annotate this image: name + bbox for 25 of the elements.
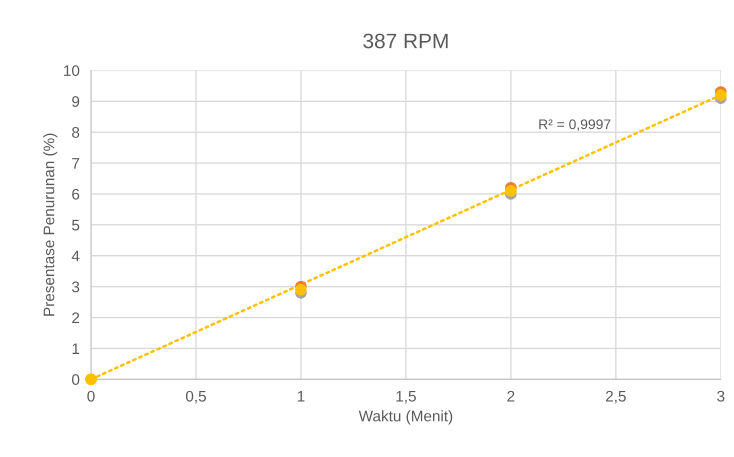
x-tick-label: 1,5 xyxy=(396,390,416,404)
point xyxy=(295,284,307,296)
x-tick-label: 0,5 xyxy=(186,390,206,404)
y-tick-label: 0 xyxy=(72,374,80,385)
chart-title: 387 RPM xyxy=(363,34,448,48)
y-tick-label: 1 xyxy=(72,343,80,354)
x-tick-label: 3 xyxy=(717,390,724,402)
y-tick-label: 4 xyxy=(72,250,80,262)
y-tick-label: 10 xyxy=(64,65,80,76)
x-tick-label: 2 xyxy=(507,390,514,402)
x-tick-label: 1 xyxy=(298,390,304,402)
y-tick-label: 6 xyxy=(72,188,80,200)
y-tick-label: 3 xyxy=(72,282,80,292)
point xyxy=(505,185,517,197)
y-tick-label: 7 xyxy=(72,158,80,169)
y-tick-label: 5 xyxy=(72,220,80,231)
annotation: R² = 0,9997 xyxy=(539,119,610,131)
x-axis-title: Waktu (Menit) xyxy=(358,410,452,424)
y-tick-label: 2 xyxy=(72,312,80,324)
y-tick-label: 8 xyxy=(72,127,80,138)
x-tick-label: 0 xyxy=(87,390,95,402)
x-tick-label: 2,5 xyxy=(606,390,626,404)
y-tick-label: 9 xyxy=(72,96,80,107)
y-axis-title: Presentase Penurunan (%) xyxy=(43,134,58,316)
point xyxy=(714,89,727,101)
